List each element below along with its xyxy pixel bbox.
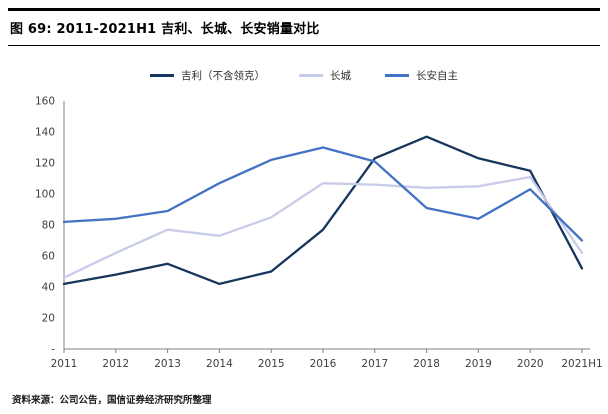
- svg-text:2014: 2014: [206, 358, 233, 370]
- figure-header: 图 69: 2011-2021H1 吉利、长城、长安销量对比: [8, 8, 600, 46]
- svg-text:2016: 2016: [310, 358, 337, 370]
- svg-text:140: 140: [35, 127, 55, 139]
- svg-text:2013: 2013: [154, 358, 181, 370]
- legend: 吉利（不含领克） 长城 长安自主: [0, 68, 608, 83]
- line-chart: - 20 40 60 80 100 120 140 160 2011 2012 2013 2014 201…: [35, 96, 603, 371]
- legend-line-swatch: [299, 74, 323, 77]
- svg-text:2017: 2017: [361, 358, 388, 370]
- svg-text:40: 40: [42, 282, 55, 294]
- svg-text:-: -: [51, 344, 55, 356]
- svg-text:2012: 2012: [102, 358, 129, 370]
- svg-text:2011: 2011: [51, 358, 78, 370]
- svg-text:2015: 2015: [258, 358, 285, 370]
- legend-item: 长安自主: [385, 68, 458, 83]
- svg-text:160: 160: [35, 96, 55, 108]
- legend-label: 长城: [330, 70, 351, 82]
- legend-item: 吉利（不含领克）: [150, 68, 265, 83]
- svg-text:2020: 2020: [517, 358, 544, 370]
- legend-line-swatch: [385, 74, 409, 77]
- svg-text:120: 120: [35, 158, 55, 170]
- svg-text:60: 60: [42, 251, 55, 263]
- svg-text:80: 80: [42, 220, 55, 232]
- svg-text:20: 20: [42, 313, 55, 325]
- legend-label: 长安自主: [416, 70, 458, 82]
- legend-label: 吉利（不含领克）: [181, 70, 265, 82]
- svg-text:2021H1: 2021H1: [561, 358, 602, 370]
- figure-title: 图 69: 2011-2021H1 吉利、长城、长安销量对比: [10, 22, 320, 37]
- svg-text:2018: 2018: [413, 358, 440, 370]
- legend-item: 长城: [299, 68, 351, 83]
- source-note: 资料来源：公司公告，国信证券经济研究所整理: [12, 395, 212, 406]
- legend-line-swatch: [150, 74, 174, 77]
- svg-text:2019: 2019: [465, 358, 492, 370]
- svg-text:100: 100: [35, 189, 55, 201]
